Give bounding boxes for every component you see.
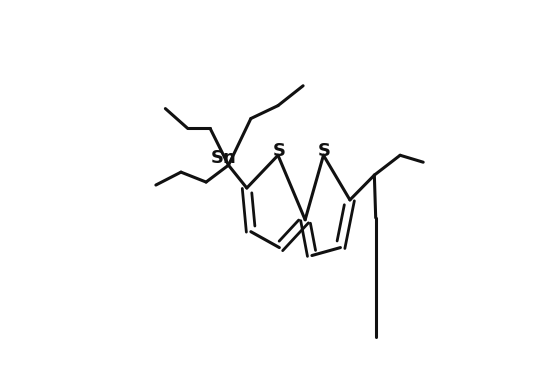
Text: S: S	[272, 142, 285, 160]
Text: S: S	[317, 142, 331, 160]
Text: Sn: Sn	[211, 149, 237, 168]
